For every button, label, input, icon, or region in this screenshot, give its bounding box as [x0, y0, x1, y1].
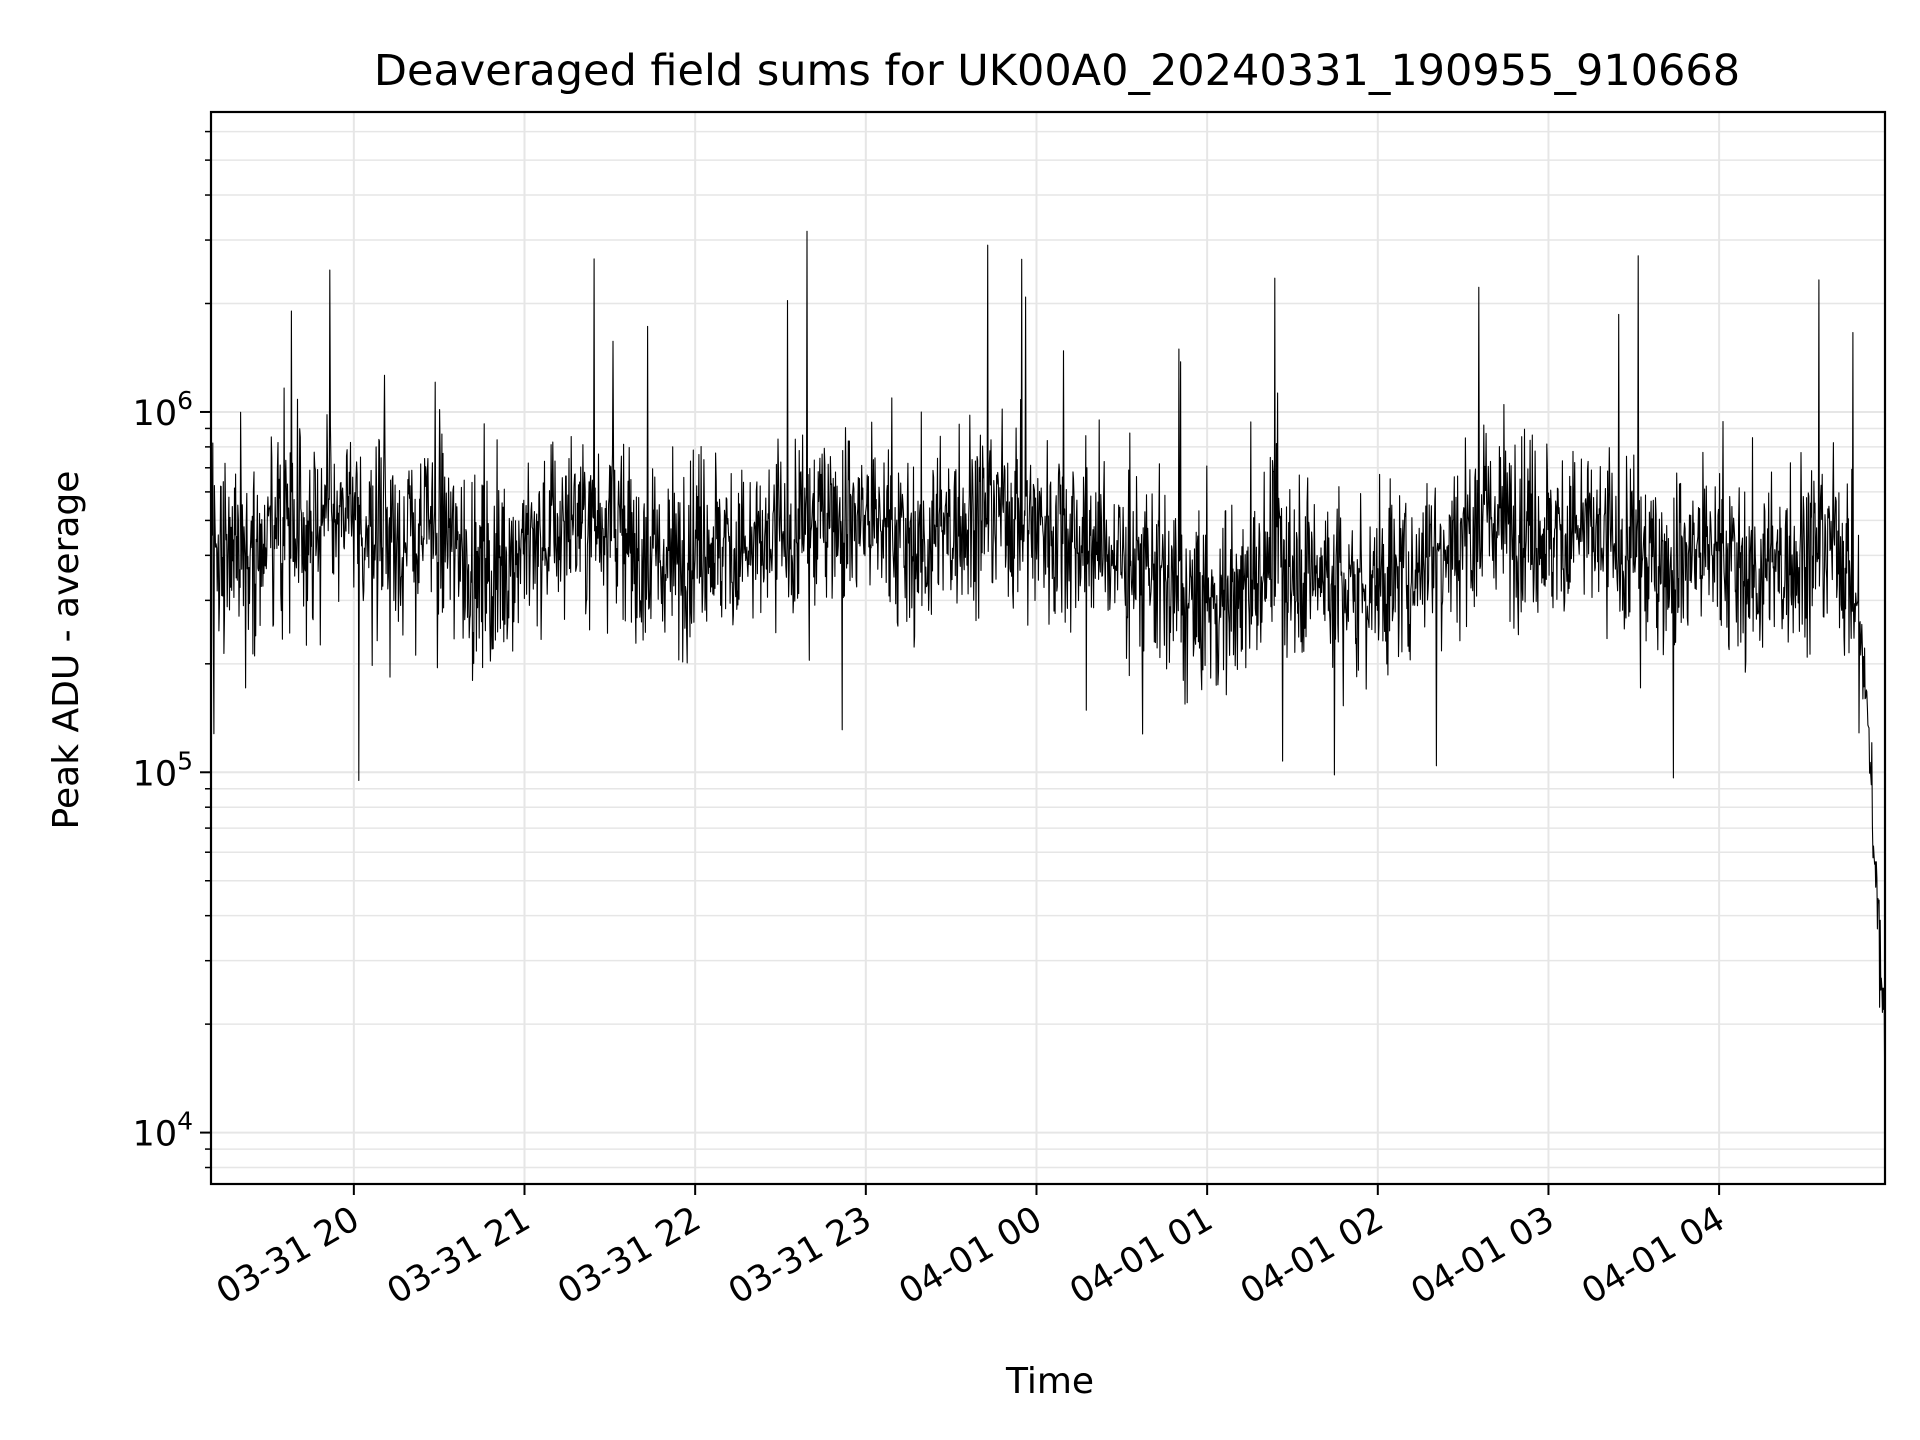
plot-frame — [209, 110, 1887, 1186]
y-tick-label: 105 — [133, 746, 193, 794]
y-axis: 104 105 106 — [133, 130, 211, 1169]
y-tick-label: 104 — [133, 1107, 193, 1155]
chart-title: Deaveraged field sums for UK00A0_2024033… — [374, 46, 1740, 96]
x-axis-label: Time — [1005, 1361, 1094, 1402]
series-line — [211, 230, 1886, 1080]
y-tick-label: 106 — [133, 386, 193, 434]
data-series — [211, 230, 1886, 1080]
y-axis-label: Peak ADU - average — [46, 471, 87, 830]
